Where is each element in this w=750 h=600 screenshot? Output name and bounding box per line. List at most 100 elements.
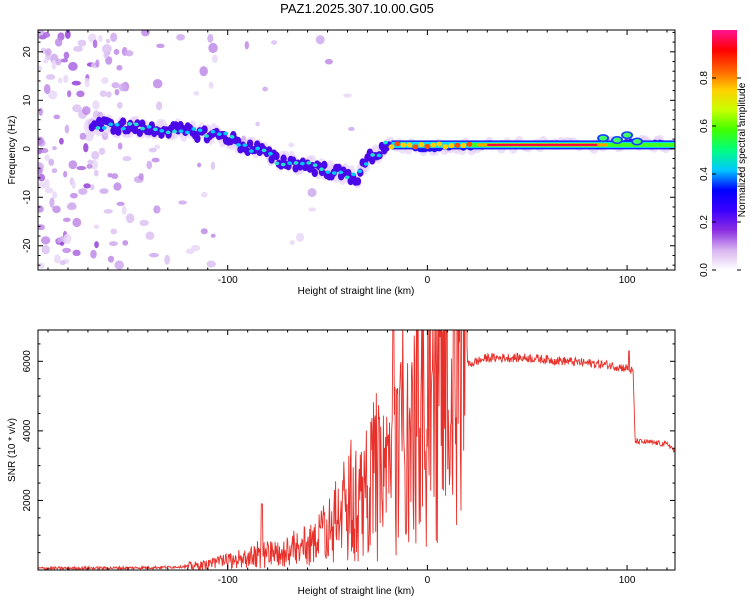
colorbar-tick-label: 0.0 (699, 263, 710, 277)
spectrogram-ridge-core (101, 126, 107, 130)
spectrogram-ridge-core (133, 122, 139, 127)
spectrogram-ridge-core (242, 143, 248, 147)
spectrogram-speckle (44, 48, 52, 56)
spectrogram-speckle (95, 59, 100, 68)
spectrogram-speckle (145, 231, 155, 240)
spectrogram-speckle (59, 241, 65, 246)
spectrogram-speckle (271, 40, 278, 45)
spectrogram-speckle (110, 32, 118, 42)
spectrogram-speckle (63, 170, 68, 178)
spectrogram-ytick-label: 10 (22, 94, 33, 106)
spectrogram-speckle (84, 77, 90, 88)
colorbar-label: Normalized spectral amplitude (737, 82, 748, 217)
spectrogram-speckle (50, 53, 59, 64)
spectrogram-ridge-core (153, 127, 158, 132)
spectrogram-speckle (54, 254, 61, 264)
snr-frame (37, 329, 676, 571)
spectrogram-speckle (59, 137, 64, 145)
spectrogram-band-blob (430, 142, 437, 148)
colorbar: 0.0 0.2 0.4 0.6 0.8 Normalized spectral ampl… (699, 30, 748, 277)
spectrogram-speckle (62, 217, 71, 223)
spectrogram-ridge-core (299, 161, 305, 166)
spectrogram-speckle (63, 51, 70, 60)
snr-ytick-label: 4000 (22, 419, 33, 442)
spectrogram-speckle (98, 147, 106, 155)
spectrogram-speckle (73, 45, 83, 52)
spectrogram-speckle (43, 31, 51, 38)
spectrogram-speckle (106, 91, 112, 98)
spectrogram-speckle (40, 236, 51, 245)
spectrogram-speckle (48, 90, 58, 100)
spectrogram-speckle (72, 249, 81, 257)
spectrogram-ridge-core (268, 151, 273, 156)
spectrogram-speckle (101, 44, 112, 54)
spectrogram-band-blob (466, 141, 473, 147)
spectrogram-ridge-core (293, 161, 299, 165)
spectrogram-ridge-core (172, 129, 177, 134)
spectrogram-ridge-body (119, 117, 127, 126)
spectrogram-speckle (92, 100, 100, 110)
spectrogram-speckle (84, 132, 94, 142)
spectrogram-ridge-core (236, 143, 241, 147)
spectrogram-ridge-core (312, 163, 318, 167)
spectrogram-speckle (178, 200, 187, 205)
colorbar-tick-label: 0.8 (699, 71, 710, 85)
spectrogram-band-blob (418, 142, 425, 148)
spectrogram-ridge-body (98, 123, 105, 133)
spectrogram-band-blob (406, 142, 413, 148)
spectrogram-speckle (38, 149, 42, 155)
spectrogram-ridge-core (274, 161, 280, 166)
spectrogram-speckle (116, 201, 125, 207)
spectrogram-speckle (296, 232, 305, 243)
spectrogram-speckle (83, 142, 89, 153)
snr-ytick-label: 2000 (22, 489, 33, 512)
spectrogram-xtick-label: 0 (425, 275, 431, 286)
spectrogram-ridge-core (216, 132, 222, 136)
spectrogram-speckle (107, 172, 113, 178)
spectrogram-ridge-core (108, 122, 114, 127)
spectrogram-ridge-core (306, 161, 312, 165)
spectrogram-ridge-body (311, 168, 318, 178)
spectrogram-speckle (52, 145, 57, 151)
spectrogram-speckle (76, 166, 87, 171)
spectrogram-speckle (92, 39, 98, 49)
spectrogram-speckle (176, 33, 185, 41)
spectrogram-speckle (57, 77, 63, 84)
spectrogram-speckle (99, 188, 109, 194)
spectrogram-speckle (76, 90, 85, 98)
spectrogram-band-blob (460, 143, 467, 149)
spectrogram-speckle (149, 252, 159, 258)
snr-ylabel: SNR (10 * v/v) (7, 418, 18, 482)
spectrogram-speckle (116, 64, 123, 71)
spectrogram-ridge-body (246, 139, 254, 148)
spectrogram-speckle (38, 65, 43, 72)
spectrogram-speckle (101, 77, 109, 84)
spectrogram-speckle (197, 162, 202, 168)
spectrogram-speckle (199, 66, 208, 77)
spectrogram-ridge-body (273, 151, 280, 161)
spectrogram-ytick-label: -20 (22, 238, 33, 253)
spectrogram-speckle (111, 173, 119, 180)
spectrogram-speckle (51, 168, 58, 174)
spectrogram-speckle (44, 178, 50, 189)
spectrogram-speckle (206, 260, 216, 268)
spectrogram-speckle (93, 169, 99, 177)
spectrogram-speckle (53, 114, 61, 120)
spectrogram-band-blob (412, 144, 419, 150)
spectrogram-ridge-core (319, 167, 324, 172)
spectrogram-speckle (348, 126, 355, 132)
spectrogram-speckle (210, 161, 216, 170)
spectrogram-speckle (108, 241, 118, 247)
spectrogram-speckle (107, 255, 115, 263)
spectrogram-speckle (307, 188, 317, 198)
spectrogram-speckle (90, 184, 95, 191)
spectrogram-band-blob (436, 141, 443, 147)
spectrogram-ridge-body (194, 134, 201, 143)
spectrogram-speckle (289, 240, 295, 245)
spectrogram-speckle (79, 132, 87, 140)
spectrogram-ridge-core (248, 149, 254, 153)
spectrogram-ridge-body (254, 140, 261, 149)
snr-xtick-label: 0 (425, 575, 431, 586)
colorbar-tick-label: 0.2 (699, 215, 710, 229)
spectrogram-speckle (113, 182, 122, 191)
